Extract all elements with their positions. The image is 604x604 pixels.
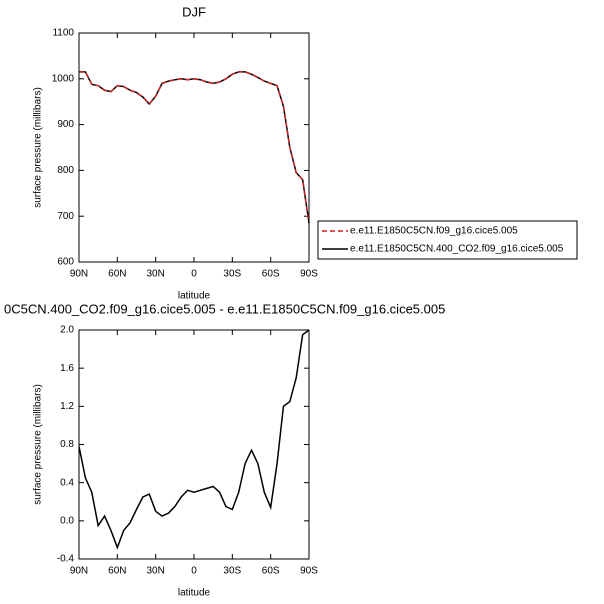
x-tick-label: 90N bbox=[70, 566, 88, 577]
x-tick-label: 60N bbox=[108, 269, 126, 280]
x-tick-label: 30N bbox=[146, 566, 164, 577]
x-axis-label: latitude bbox=[178, 588, 211, 599]
y-tick-label: 1100 bbox=[52, 28, 74, 39]
y-tick-label: 2.0 bbox=[60, 325, 74, 336]
y-tick-label: 0.4 bbox=[60, 477, 74, 488]
plot-frame bbox=[78, 32, 310, 263]
legend-label: e.e11.E1850C5CN.f09_g16.cice5.005 bbox=[350, 226, 518, 237]
x-tick-label: 60S bbox=[262, 566, 280, 577]
x-tick-label: 60N bbox=[108, 566, 126, 577]
chart-title: 0C5CN.400_CO2.f09_g16.cice5.005 - e.e11.… bbox=[4, 301, 445, 316]
x-tick-label: 60S bbox=[262, 269, 280, 280]
legend-box bbox=[317, 220, 578, 260]
x-tick-label: 0 bbox=[191, 269, 197, 280]
x-tick-label: 90S bbox=[300, 566, 318, 577]
x-tick-label: 30S bbox=[223, 269, 241, 280]
y-tick-label: 0.8 bbox=[60, 439, 74, 450]
x-tick-label: 30N bbox=[146, 269, 164, 280]
y-tick-label: -0.4 bbox=[57, 554, 75, 565]
y-tick-label: 700 bbox=[57, 211, 74, 222]
y-tick-label: 1000 bbox=[52, 73, 75, 84]
data-line bbox=[78, 329, 310, 550]
x-axis-label: latitude bbox=[178, 291, 211, 302]
y-tick-label: 0.0 bbox=[60, 515, 74, 526]
x-tick-label: 0 bbox=[191, 566, 197, 577]
y-tick-label: 1.2 bbox=[60, 401, 74, 412]
x-tick-label: 90N bbox=[70, 269, 88, 280]
y-axis-label: surface pressure (millibars) bbox=[33, 87, 44, 208]
data-line bbox=[79, 71, 310, 224]
y-tick-label: 1.6 bbox=[60, 363, 74, 374]
y-tick-label: 600 bbox=[57, 257, 74, 268]
data-line bbox=[79, 71, 310, 224]
y-tick-label: 900 bbox=[57, 119, 74, 130]
x-tick-label: 30S bbox=[223, 566, 241, 577]
chart-title: DJF bbox=[182, 4, 206, 19]
legend-label: e.e11.E1850C5CN.400_CO2.f09_g16.cice5.00… bbox=[350, 244, 564, 255]
x-tick-label: 90S bbox=[300, 269, 318, 280]
y-axis-label: surface pressure (millibars) bbox=[33, 384, 44, 505]
plot-frame bbox=[78, 329, 310, 560]
y-tick-label: 800 bbox=[57, 165, 74, 176]
